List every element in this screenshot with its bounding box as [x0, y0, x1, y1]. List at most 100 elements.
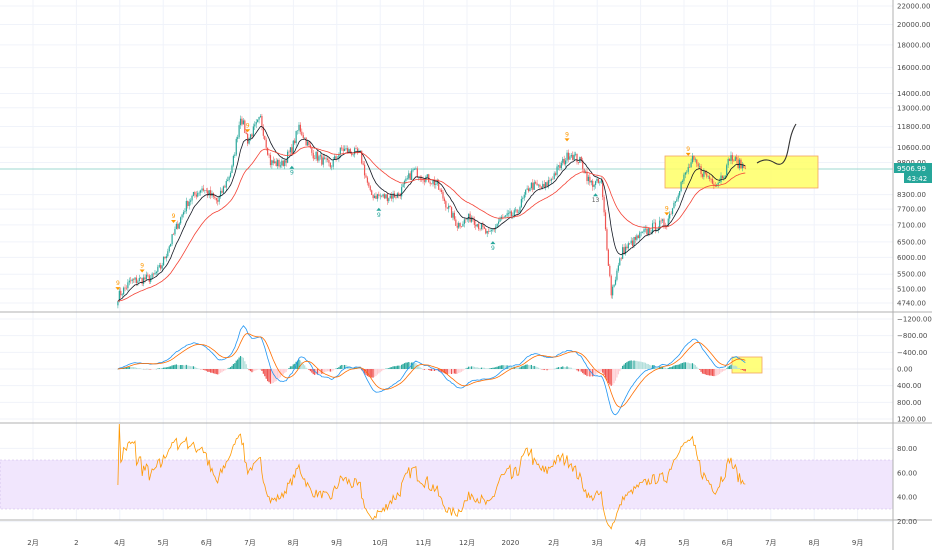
forecast-drawing[interactable]	[756, 123, 797, 165]
macd-histogram-bar	[460, 369, 463, 372]
macd-signal-line	[117, 333, 746, 408]
macd-histogram-bar	[637, 361, 639, 369]
price-tick-label: 7700.00	[897, 206, 926, 214]
candle	[613, 284, 615, 287]
macd-histogram-bar	[396, 365, 398, 369]
candle	[308, 141, 310, 146]
candle	[542, 183, 544, 188]
candle	[709, 176, 711, 180]
candle	[271, 160, 273, 166]
candle	[289, 147, 292, 153]
candle	[603, 196, 605, 213]
candle	[597, 178, 599, 183]
candle	[691, 156, 694, 163]
macd-histogram-bar	[351, 367, 353, 369]
candle	[523, 194, 525, 198]
candle	[677, 195, 679, 200]
candle	[707, 176, 709, 178]
macd-histogram-bar	[490, 368, 493, 369]
candle	[636, 235, 638, 240]
macd-histogram-bar	[517, 367, 520, 369]
candle	[222, 186, 225, 193]
candle	[234, 154, 236, 156]
macd-histogram-bar	[438, 369, 440, 372]
macd-histogram-bar	[131, 366, 133, 369]
macd-histogram-bar	[312, 369, 314, 375]
sell-arrow-icon	[245, 129, 251, 133]
macd-histogram-bar	[583, 369, 585, 375]
candle	[622, 247, 624, 259]
candle	[452, 212, 454, 218]
candle	[733, 160, 735, 162]
axes[interactable]: 22000.00 20000.00 18000.00 16000.00 14000.00…	[27, 3, 932, 548]
macd-histogram-bar	[643, 362, 645, 369]
macd-histogram-bar	[597, 369, 599, 373]
candle	[291, 147, 293, 154]
macd-histogram-bar	[125, 367, 128, 369]
candle	[362, 163, 364, 165]
macd-histogram-bar	[399, 365, 401, 369]
candle	[727, 158, 729, 166]
macd-histogram-bar	[247, 368, 249, 369]
candle	[586, 171, 588, 182]
macd-histogram-bar	[188, 365, 190, 369]
candle	[334, 156, 336, 160]
candle	[553, 173, 555, 180]
candle	[694, 159, 696, 161]
candle	[191, 195, 193, 201]
macd-histogram-bar	[582, 369, 584, 374]
candle	[640, 232, 642, 233]
macd-histogram-bar	[331, 369, 333, 372]
candle	[550, 179, 552, 181]
signal-label: 13	[592, 197, 600, 204]
macd-histogram-bar	[567, 367, 570, 369]
macd-histogram-bar	[606, 369, 608, 381]
macd-histogram-bar	[556, 367, 558, 369]
candle	[480, 223, 483, 230]
candle	[356, 148, 359, 153]
candle	[679, 191, 681, 196]
macd-histogram-bar	[736, 366, 738, 369]
candle	[386, 194, 388, 202]
macd-histogram-bar	[586, 369, 588, 377]
candle	[346, 148, 349, 153]
candle	[723, 177, 725, 179]
macd-histogram-bar	[299, 360, 302, 369]
candle	[408, 173, 410, 179]
candle	[316, 151, 319, 161]
macd-histogram-bar	[242, 357, 244, 369]
macd-histogram-bar	[543, 369, 545, 371]
candle	[660, 220, 662, 222]
macd-histogram-bar	[373, 369, 376, 377]
candle	[596, 178, 598, 182]
macd-histogram-bar	[612, 369, 614, 385]
time-tick-label: 9月	[852, 539, 863, 547]
macd-histogram-bar	[371, 369, 373, 378]
macd-histogram-bar	[592, 369, 594, 377]
macd-histogram-bar	[214, 369, 216, 374]
candle	[296, 130, 299, 132]
price-tick-label: 22000.00	[897, 3, 930, 11]
candle	[341, 147, 343, 149]
candle	[432, 180, 434, 184]
macd-histogram-bar	[167, 367, 169, 369]
candle	[633, 237, 635, 247]
candle	[620, 258, 622, 260]
macd-histogram-bar	[616, 369, 618, 378]
candle	[623, 247, 625, 255]
candle	[545, 182, 547, 188]
macd-histogram-bar	[324, 369, 326, 373]
macd-histogram-bar	[277, 369, 279, 380]
macd-histogram-bar	[644, 362, 647, 369]
macd-histogram-bar	[647, 364, 649, 369]
macd-histogram-bar	[224, 369, 226, 371]
macd-histogram-bar	[604, 369, 607, 378]
time-tick-label: 4月	[635, 539, 646, 547]
macd-histogram-bar	[727, 366, 729, 369]
candle	[445, 201, 447, 208]
candle	[704, 171, 706, 174]
macd-histogram-bar	[164, 367, 166, 369]
macd-histogram-bar	[316, 369, 319, 375]
macd-histogram-bar	[535, 366, 537, 369]
